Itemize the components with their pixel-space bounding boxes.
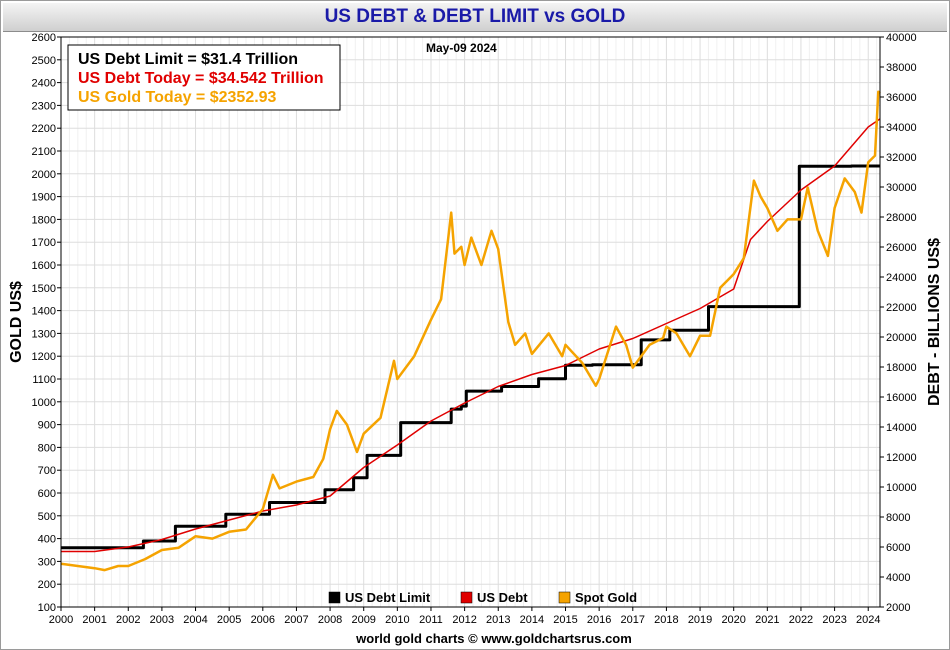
chart-title: US DEBT & DEBT LIMIT vs GOLD bbox=[3, 3, 947, 32]
x-tick-label: 2006 bbox=[251, 614, 275, 626]
y-left-tick-label: 2600 bbox=[32, 32, 56, 44]
x-tick-label: 2024 bbox=[856, 614, 880, 626]
y-left-tick-label: 600 bbox=[38, 488, 56, 500]
x-tick-label: 2004 bbox=[183, 614, 207, 626]
x-tick-label: 2000 bbox=[49, 614, 73, 626]
y-right-tick-label: 36000 bbox=[886, 92, 917, 104]
y-right-tick-label: 8000 bbox=[886, 512, 910, 524]
legend-swatch-us-debt bbox=[460, 591, 473, 604]
y-left-tick-label: 800 bbox=[38, 442, 56, 454]
y-left-tick-label: 700 bbox=[38, 465, 56, 477]
y-left-tick-label: 900 bbox=[38, 420, 56, 432]
plot-area bbox=[61, 37, 880, 607]
y-right-tick-label: 26000 bbox=[886, 242, 917, 254]
axes: 2000 2001 2002 2003 2004 2005 2006 2007 2008 2009… bbox=[32, 32, 917, 626]
grid bbox=[60, 36, 880, 608]
legend-label-us-debt: US Debt bbox=[477, 590, 528, 605]
x-tick-label: 2001 bbox=[82, 614, 106, 626]
x-tick-label: 2019 bbox=[688, 614, 712, 626]
legend-label-spot-gold: Spot Gold bbox=[575, 590, 637, 605]
x-tick-label: 2016 bbox=[587, 614, 611, 626]
footer-credit: world gold charts © www.goldchartsrus.co… bbox=[355, 631, 632, 646]
series-us-debt-line bbox=[61, 118, 881, 553]
legend-swatch-debt-limit bbox=[328, 591, 341, 604]
x-tick-label: 2010 bbox=[385, 614, 409, 626]
y-right-tick-label: 10000 bbox=[886, 482, 917, 494]
x-tick-label: 2013 bbox=[486, 614, 510, 626]
x-tick-label: 2015 bbox=[553, 614, 577, 626]
y-left-tick-label: 1600 bbox=[32, 260, 56, 272]
y-right-tick-label: 38000 bbox=[886, 62, 917, 74]
y-right-tick-label: 20000 bbox=[886, 332, 917, 344]
y-right-tick-label: 16000 bbox=[886, 392, 917, 404]
y-right-tick-label: 32000 bbox=[886, 152, 917, 164]
y-right-tick-label: 40000 bbox=[886, 32, 917, 44]
y-right-tick-label: 24000 bbox=[886, 272, 917, 284]
info-gold-today: US Gold Today = $2352.93 bbox=[78, 89, 277, 106]
y-right-tick-label: 22000 bbox=[886, 302, 917, 314]
y-right-tick-label: 4000 bbox=[886, 572, 910, 584]
y-right-tick-label: 28000 bbox=[886, 212, 917, 224]
x-tick-label: 2017 bbox=[621, 614, 645, 626]
y-left-tick-label: 200 bbox=[38, 579, 56, 591]
legend-label-debt-limit: US Debt Limit bbox=[345, 590, 431, 605]
y-left-tick-label: 1800 bbox=[32, 214, 56, 226]
info-debt-today: US Debt Today = $34.542 Trillion bbox=[78, 70, 324, 87]
x-tick-label: 2007 bbox=[284, 614, 308, 626]
y-right-tick-label: 34000 bbox=[886, 122, 917, 134]
date-label: May-09 2024 bbox=[426, 41, 497, 55]
y-left-tick-label: 100 bbox=[38, 602, 56, 614]
y-right-tick-label: 18000 bbox=[886, 362, 917, 374]
info-box: US Debt Limit = $31.4 Trillion US Debt T… bbox=[67, 44, 341, 111]
y-right-tick-label: 6000 bbox=[886, 542, 910, 554]
x-tick-label: 2012 bbox=[452, 614, 476, 626]
legend-swatch-spot-gold bbox=[558, 591, 571, 604]
x-tick-label: 2014 bbox=[520, 614, 544, 626]
y-left-tick-label: 1200 bbox=[32, 351, 56, 363]
y-axis-left-title: GOLD US$ bbox=[8, 281, 25, 363]
y-right-tick-label: 30000 bbox=[886, 182, 917, 194]
info-debt-limit: US Debt Limit = $31.4 Trillion bbox=[78, 51, 298, 68]
y-left-tick-label: 1500 bbox=[32, 283, 56, 295]
y-left-tick-label: 1100 bbox=[32, 374, 56, 386]
x-tick-label: 2011 bbox=[419, 614, 443, 626]
x-tick-label: 2005 bbox=[217, 614, 241, 626]
series-debt-limit-line bbox=[61, 164, 880, 550]
y-right-tick-label: 2000 bbox=[886, 602, 910, 614]
x-tick-label: 2021 bbox=[755, 614, 779, 626]
y-left-tick-label: 500 bbox=[38, 511, 56, 523]
y-left-tick-label: 2500 bbox=[32, 55, 56, 67]
x-tick-label: 2023 bbox=[822, 614, 846, 626]
y-left-tick-label: 2100 bbox=[32, 146, 56, 158]
y-left-tick-label: 2000 bbox=[32, 169, 56, 181]
y-left-tick-label: 2200 bbox=[32, 123, 56, 135]
x-tick-label: 2022 bbox=[789, 614, 813, 626]
x-tick-label: 2002 bbox=[116, 614, 140, 626]
plot-border bbox=[60, 36, 881, 608]
x-tick-label: 2009 bbox=[351, 614, 375, 626]
y-left-tick-label: 2400 bbox=[32, 78, 56, 90]
y-left-tick-label: 2300 bbox=[32, 100, 56, 112]
series-layer bbox=[60, 90, 881, 572]
y-right-tick-label: 12000 bbox=[886, 452, 917, 464]
y-left-tick-label: 300 bbox=[38, 556, 56, 568]
y-left-tick-label: 1400 bbox=[32, 306, 56, 318]
y-left-tick-label: 1000 bbox=[32, 397, 56, 409]
x-tick-label: 2003 bbox=[150, 614, 174, 626]
y-left-tick-label: 1300 bbox=[32, 328, 56, 340]
x-tick-label: 2018 bbox=[654, 614, 678, 626]
y-left-tick-label: 1900 bbox=[32, 192, 56, 204]
series-spot-gold-line bbox=[60, 90, 881, 572]
x-tick-label: 2020 bbox=[721, 614, 745, 626]
y-right-tick-label: 14000 bbox=[886, 422, 917, 434]
y-axis-right-title: DEBT - BILLIONS US$ bbox=[926, 238, 943, 406]
y-left-tick-label: 1700 bbox=[32, 237, 56, 249]
x-tick-label: 2008 bbox=[318, 614, 342, 626]
legend: US Debt Limit US Debt Spot Gold bbox=[328, 590, 637, 605]
y-left-tick-label: 400 bbox=[38, 534, 56, 546]
